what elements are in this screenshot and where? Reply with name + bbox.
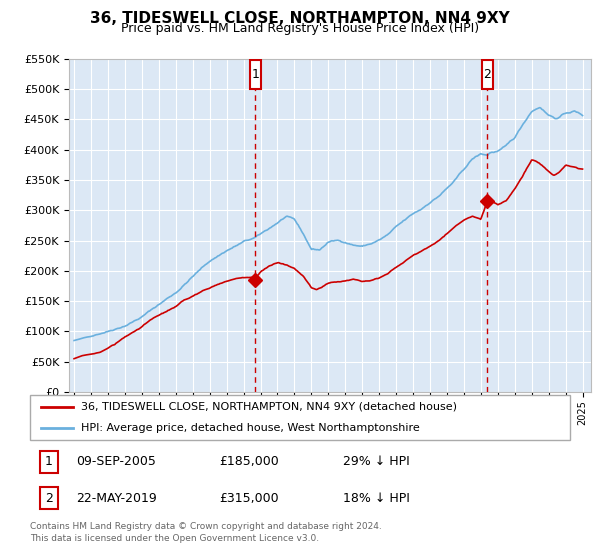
Text: 36, TIDESWELL CLOSE, NORTHAMPTON, NN4 9XY (detached house): 36, TIDESWELL CLOSE, NORTHAMPTON, NN4 9X… [82,402,457,412]
Text: £315,000: £315,000 [219,492,278,505]
Text: HPI: Average price, detached house, West Northamptonshire: HPI: Average price, detached house, West… [82,422,420,432]
Bar [250,60,261,89]
Text: 09-SEP-2005: 09-SEP-2005 [76,455,156,469]
Text: 1: 1 [251,68,259,81]
Bar [482,60,493,89]
Text: Price paid vs. HM Land Registry's House Price Index (HPI): Price paid vs. HM Land Registry's House … [121,22,479,35]
Text: 2: 2 [484,68,491,81]
Text: 1: 1 [45,455,53,469]
Text: 22-MAY-2019: 22-MAY-2019 [76,492,157,505]
Text: 2: 2 [45,492,53,505]
FancyBboxPatch shape [30,395,570,440]
Text: 29% ↓ HPI: 29% ↓ HPI [343,455,410,469]
Text: Contains HM Land Registry data © Crown copyright and database right 2024.
This d: Contains HM Land Registry data © Crown c… [30,522,382,543]
Bar [40,487,58,509]
Text: 18% ↓ HPI: 18% ↓ HPI [343,492,410,505]
Text: £185,000: £185,000 [219,455,279,469]
Text: 36, TIDESWELL CLOSE, NORTHAMPTON, NN4 9XY: 36, TIDESWELL CLOSE, NORTHAMPTON, NN4 9X… [90,11,510,26]
Bar [40,451,58,473]
